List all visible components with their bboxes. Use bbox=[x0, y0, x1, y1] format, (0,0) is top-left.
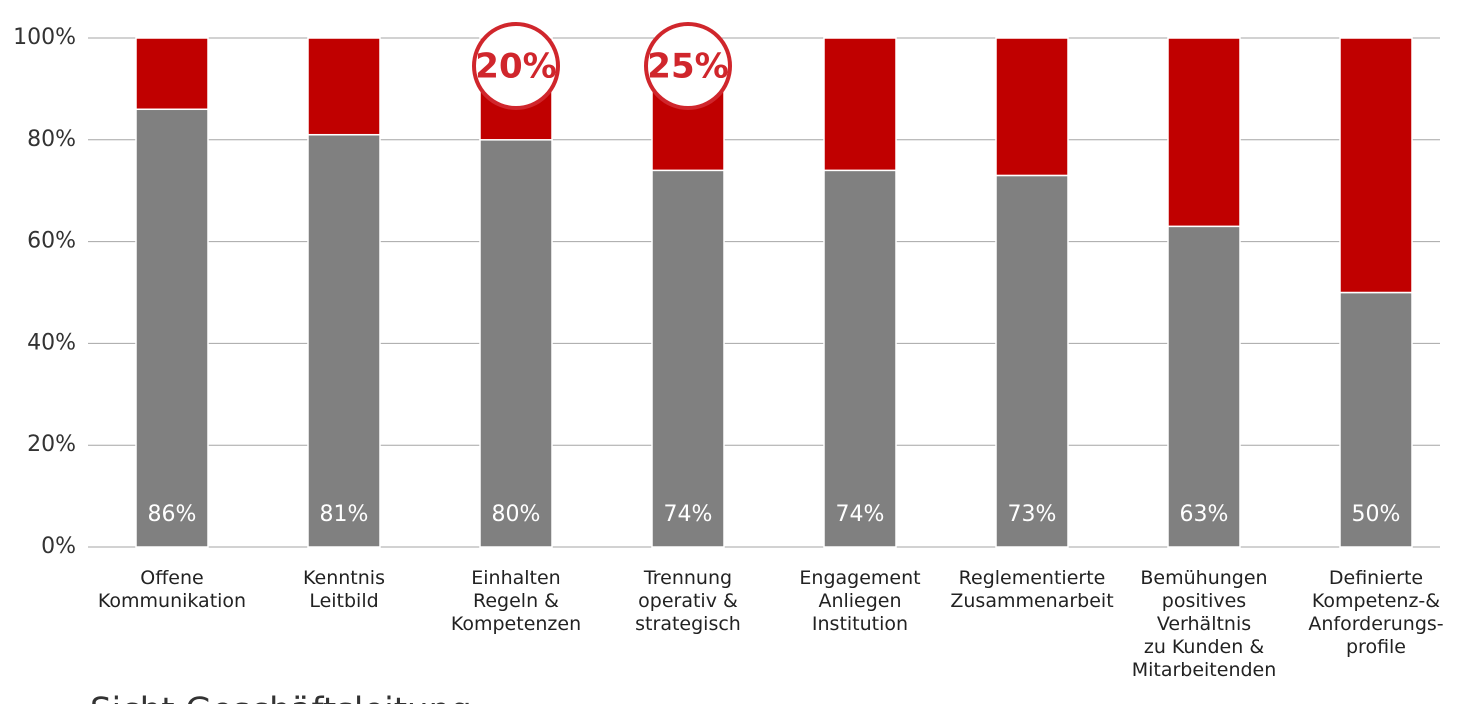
y-tick-label: 80% bbox=[27, 127, 76, 152]
x-tick-label: Einhalten Regeln & Kompetenzen bbox=[451, 567, 581, 635]
x-tick-label-line: Anforderungs- bbox=[1308, 613, 1443, 635]
bar-segment bbox=[1339, 37, 1413, 294]
x-tick-label-line: Verhältnis bbox=[1157, 613, 1251, 635]
y-tick-label: 40% bbox=[27, 330, 76, 355]
x-tick-label-line: operativ & bbox=[638, 590, 738, 612]
bar-segment bbox=[1167, 37, 1241, 228]
data-label: 81% bbox=[320, 502, 369, 527]
bar-segment bbox=[307, 37, 381, 136]
x-tick-label-line: Zusammenarbeit bbox=[950, 590, 1113, 612]
x-tick-label-line: positives bbox=[1162, 590, 1246, 612]
data-label: 74% bbox=[836, 502, 885, 527]
bar-segment bbox=[135, 108, 209, 548]
x-tick-label: Engagement Anliegen Institution bbox=[799, 567, 920, 635]
x-tick-label: Definierte Kompetenz-& Anforderungs-profil… bbox=[1308, 567, 1443, 658]
bar-segment bbox=[995, 174, 1069, 548]
bar-segment bbox=[307, 133, 381, 548]
x-tick-label-line: Kenntnis bbox=[303, 567, 385, 589]
bar-segment bbox=[823, 37, 897, 172]
x-tick-label-line: Reglementierte bbox=[959, 567, 1106, 589]
data-label: 86% bbox=[148, 502, 197, 527]
y-tick-label: 100% bbox=[13, 25, 76, 50]
data-label: 63% bbox=[1180, 502, 1229, 527]
bar-segment bbox=[651, 169, 725, 548]
x-tick-label-line: Engagement bbox=[799, 567, 920, 589]
x-tick-label-line: Einhalten bbox=[471, 567, 560, 589]
data-label: 73% bbox=[1008, 502, 1057, 527]
x-tick-label: Kenntnis Leitbild bbox=[303, 567, 385, 612]
x-tick-label-line: Bemühungen bbox=[1140, 567, 1267, 589]
x-tick-label-line: Kompetenzen bbox=[451, 613, 581, 635]
x-tick-label-line: Institution bbox=[812, 613, 908, 635]
x-tick-label-line: profile bbox=[1346, 636, 1406, 658]
x-tick-label-line: Offene bbox=[140, 567, 203, 589]
bar-segment bbox=[479, 139, 553, 548]
x-tick-label: Offene Kommunikation bbox=[98, 567, 246, 612]
bar-segment bbox=[823, 169, 897, 548]
bar-segment bbox=[1167, 225, 1241, 548]
y-tick-label: 20% bbox=[27, 432, 76, 457]
x-tick-label: Bemühungen positives Verhältnis zu Kunden &… bbox=[1132, 567, 1277, 681]
x-tick-label-line: Anliegen bbox=[818, 590, 901, 612]
x-tick-label-line: Kommunikation bbox=[98, 590, 246, 612]
bar-segment bbox=[995, 37, 1069, 177]
data-label: 50% bbox=[1352, 502, 1401, 527]
x-tick-label: Trennung operativ & strategisch bbox=[635, 567, 741, 635]
subtitle: Sicht Geschäftsleitung bbox=[90, 691, 472, 704]
x-tick-label-line: Kompetenz-& bbox=[1312, 590, 1440, 612]
x-tick-label-line: Definierte bbox=[1329, 567, 1423, 589]
data-label: 74% bbox=[664, 502, 713, 527]
x-tick-label-line: strategisch bbox=[635, 613, 741, 635]
callout-label: 25% bbox=[647, 47, 728, 87]
y-tick-label: 60% bbox=[27, 229, 76, 254]
x-tick-label: Reglementierte Zusammenarbeit bbox=[950, 567, 1113, 612]
callout-label: 20% bbox=[475, 47, 556, 87]
y-tick-label: 0% bbox=[41, 534, 76, 559]
x-tick-label-line: zu Kunden & bbox=[1144, 636, 1264, 658]
x-tick-label-line: Regeln & bbox=[473, 590, 559, 612]
data-label: 80% bbox=[492, 502, 541, 527]
x-tick-label-line: Leitbild bbox=[309, 590, 378, 612]
x-tick-label-line: Mitarbeitenden bbox=[1132, 659, 1277, 681]
bar-segment bbox=[135, 37, 209, 111]
callout-circle bbox=[644, 22, 732, 110]
callout-circle bbox=[472, 22, 560, 110]
x-tick-label-line: Trennung bbox=[643, 567, 732, 589]
